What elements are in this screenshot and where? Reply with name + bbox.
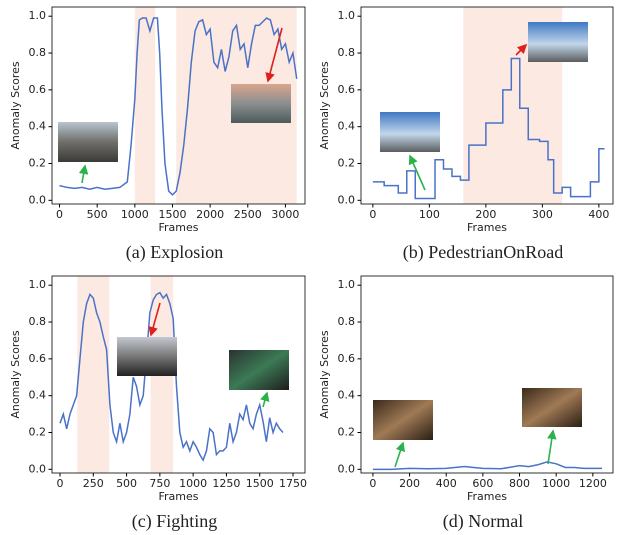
x-axis-label: Frames [467,490,507,503]
y-tick-label: 0.6 [338,83,356,96]
anomaly-region [134,7,156,204]
x-axis-label: Frames [467,221,507,234]
x-tick-label: 1000 [179,477,207,490]
x-tick-label: 600 [472,477,493,490]
plot-frame [360,6,614,205]
x-tick-label: 750 [149,477,170,490]
y-tick-label: 0.8 [29,315,47,328]
score-line [59,291,284,462]
x-tick-label: 1200 [579,477,607,490]
x-tick-label: 1500 [246,477,274,490]
x-tick-label: 2000 [196,208,224,221]
thumbnails [58,22,588,440]
x-axis-label: Frames [158,221,198,234]
y-tick-label: 0.2 [338,156,356,169]
y-axis-label: Anomaly Scores [9,61,22,150]
thumbnail [380,112,440,152]
y-tick-label: 0.4 [338,389,356,402]
score-line [372,461,602,471]
y-tick-label: 1.0 [338,278,356,291]
y-tick-label: 0.6 [338,352,356,365]
thumbnail [58,122,118,162]
y-tick-label: 0.8 [29,46,47,59]
x-tick-label: 2500 [234,208,262,221]
x-tick-label: 400 [436,477,457,490]
x-tick-label: 400 [588,208,609,221]
x-tick-label: 0 [369,477,376,490]
x-tick-label: 1750 [279,477,307,490]
y-axis-label: Anomaly Scores [318,61,331,150]
chart: 0 500 1000 1500 2000 2500 3000 0.0 0.2 0.4 0.6 0.8 1… [9,6,306,263]
arrow [260,391,270,408]
chart: 0 200 400 600 800 1000 1200 0.0 0.2 0.4 0.6 0.8 1.0 F… [318,275,614,532]
y-tick-label: 0.4 [29,120,47,133]
arrow [78,164,89,184]
thumbnail [528,22,588,62]
x-tick-label: 250 [83,477,104,490]
y-tick-label: 0.6 [29,83,47,96]
y-tick-label: 0.8 [338,315,356,328]
x-tick-label: 0 [56,477,63,490]
y-tick-label: 0.0 [338,193,356,206]
x-tick-label: 0 [369,208,376,221]
arrows [78,27,557,468]
caption: (d) Normal [443,511,523,532]
x-tick-label: 1000 [121,208,149,221]
x-tick-label: 500 [116,477,137,490]
arrow [547,429,557,465]
x-tick-label: 300 [532,208,553,221]
arrow [515,43,528,56]
x-tick-label: 1250 [212,477,240,490]
plot-frame [51,6,306,205]
x-tick-label: 1000 [542,477,570,490]
thumbnail [231,84,291,123]
thumbnail [373,400,433,440]
arrow [394,441,406,468]
x-tick-label: 200 [399,477,420,490]
y-tick-label: 0.4 [29,389,47,402]
arrow [148,302,161,337]
anomaly-region [77,276,110,473]
arrow [408,154,426,191]
y-tick-label: 0.0 [338,462,356,475]
chart: 0 100 200 300 400 0.0 0.2 0.4 0.6 0.8 1.0 Frames Ano… [318,6,614,263]
x-tick-label: 100 [419,208,440,221]
x-tick-label: 1500 [158,208,186,221]
plot-frame [51,275,306,474]
y-tick-label: 0.2 [338,425,356,438]
y-tick-label: 0.6 [29,352,47,365]
y-tick-label: 0.0 [29,193,47,206]
caption: (a) Explosion [126,242,223,263]
score-line [59,17,298,196]
plots: 0 500 1000 1500 2000 2500 30000.00.20.40.60.81… [9,6,614,532]
plot-frame [360,275,614,474]
arrow [265,27,283,83]
x-tick-label: 0 [56,208,63,221]
y-tick-label: 0.4 [338,120,356,133]
x-tick-label: 200 [475,208,496,221]
x-axis-label: Frames [158,490,198,503]
y-axis-label: Anomaly Scores [318,330,331,419]
caption: (c) Fighting [132,511,218,532]
x-tick-label: 500 [87,208,108,221]
x-tick-label: 3000 [271,208,299,221]
y-tick-label: 0.8 [338,46,356,59]
y-tick-label: 0.0 [29,462,47,475]
y-tick-label: 1.0 [338,9,356,22]
thumbnail [229,350,289,390]
y-tick-label: 1.0 [29,278,47,291]
thumbnail [117,337,177,376]
caption: (b) PedestrianOnRoad [403,242,563,263]
y-tick-label: 0.2 [29,425,47,438]
thumbnail [522,388,582,427]
x-tick-label: 800 [509,477,530,490]
y-axis-label: Anomaly Scores [9,330,22,419]
y-tick-label: 0.2 [29,156,47,169]
y-tick-label: 1.0 [29,9,47,22]
chart: 0 250 500 750 1000 1250 1500 1750 0.0 0.2 0.4 0.6 0.… [9,275,307,532]
score-line [372,57,605,200]
